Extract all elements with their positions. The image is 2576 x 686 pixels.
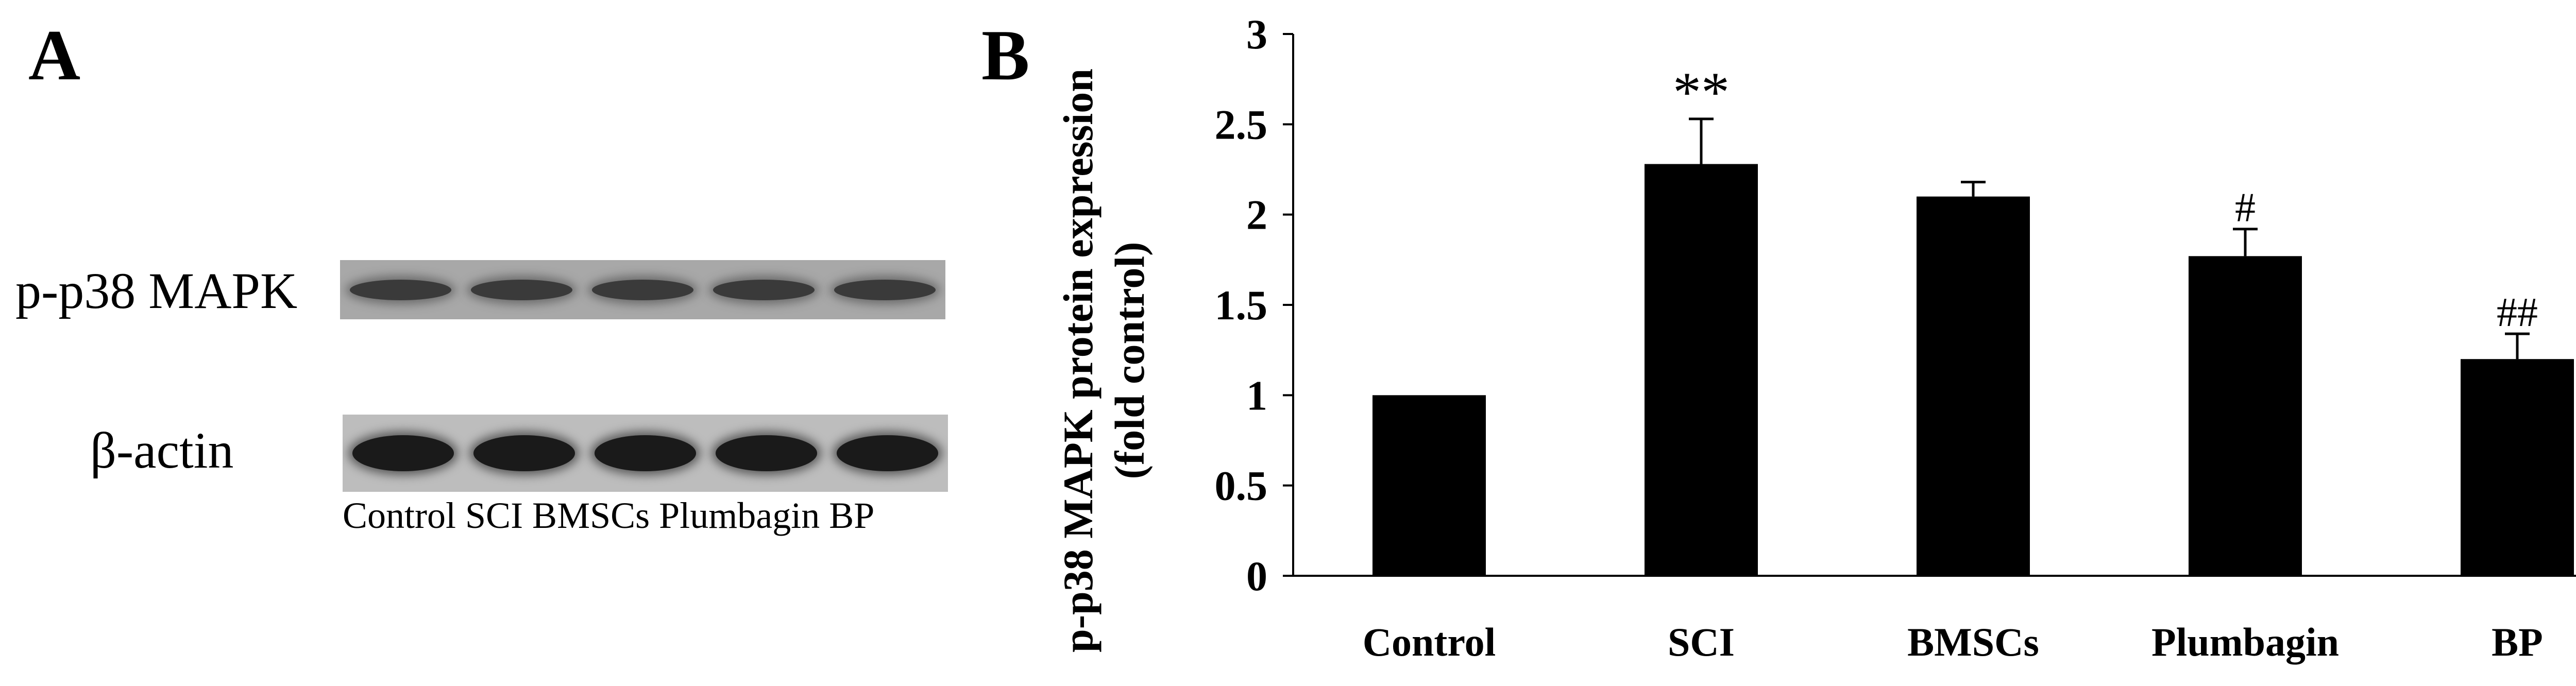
blot-band: [594, 435, 697, 471]
y-tick-label: 1: [1246, 372, 1267, 419]
y-axis-label-line2: (fold control): [1106, 242, 1153, 479]
x-tick-label: Control: [1363, 620, 1496, 664]
blot-band: [834, 280, 936, 300]
x-tick-label: BMSCs: [1907, 620, 2039, 664]
bar-control: [1372, 395, 1486, 576]
blot-strip-p-p38: [340, 260, 945, 319]
lane-labels: Control SCI BMSCs Plumbagin BP: [343, 495, 875, 536]
blot-band: [836, 435, 939, 471]
bar-bmscs: [1917, 196, 2030, 576]
blot-band: [713, 280, 815, 300]
x-tick-label: SCI: [1668, 620, 1735, 664]
blot-label-beta-actin: β-actin: [90, 422, 234, 479]
blot-band: [352, 435, 454, 471]
bar-sci: [1645, 164, 1758, 576]
y-axis-label-line1: p-p38 MAPK protein expression: [1055, 68, 1101, 653]
y-tick-label: 0: [1246, 553, 1267, 599]
blot-band: [470, 280, 573, 300]
y-ticks: 0 0.5 1 1.5 2 2.5 3: [1215, 11, 1293, 599]
x-tick-label: Plumbagin: [2151, 620, 2339, 664]
x-tick-label: BP: [2492, 620, 2543, 664]
bar-bp: [2461, 359, 2574, 576]
significance-annotation: **: [1673, 61, 1730, 124]
y-tick-label: 3: [1246, 11, 1267, 58]
panel-a-letter: A: [28, 15, 81, 95]
bar-plumbagin: [2189, 256, 2302, 576]
bars: **###: [1372, 61, 2574, 576]
y-tick-label: 2.5: [1215, 101, 1268, 148]
significance-annotation: #: [2235, 185, 2256, 231]
blot-strip-beta-actin: [343, 415, 948, 492]
significance-annotation: ##: [2497, 290, 2538, 335]
y-tick-label: 0.5: [1215, 462, 1268, 509]
blot-band: [591, 280, 694, 300]
y-tick-label: 2: [1246, 192, 1267, 238]
blot-band: [473, 435, 575, 471]
blot-band: [715, 435, 818, 471]
x-tick-labels: Control SCI BMSCs Plumbagin BP: [1363, 620, 2543, 664]
y-axis-label: p-p38 MAPK protein expression (fold cont…: [1055, 68, 1153, 653]
panel-b-letter: B: [981, 15, 1030, 95]
blot-band: [349, 280, 452, 300]
blot-label-p-p38: p-p38 MAPK: [15, 262, 298, 319]
y-tick-label: 1.5: [1215, 282, 1268, 329]
